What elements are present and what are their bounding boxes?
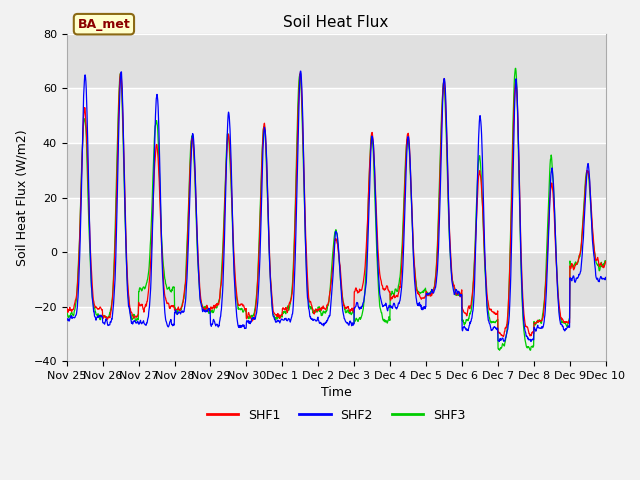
Bar <box>67 198 605 252</box>
SHF2 <box>63 317 70 323</box>
SHF1 <box>490 311 498 317</box>
SHF2 <box>297 68 305 74</box>
SHF2 <box>183 281 191 287</box>
Line: SHF3: SHF3 <box>67 68 605 350</box>
Line: SHF2: SHF2 <box>67 71 605 341</box>
Title: Soil Heat Flux: Soil Heat Flux <box>284 15 389 30</box>
SHF1 <box>602 259 609 264</box>
Bar <box>67 88 605 143</box>
SHF3 <box>183 252 191 258</box>
Line: SHF1: SHF1 <box>67 72 605 336</box>
SHF3 <box>602 258 609 264</box>
Bar <box>67 307 605 361</box>
SHF2 <box>243 318 251 324</box>
SHF3 <box>420 289 428 295</box>
SHF3 <box>243 313 251 319</box>
SHF2 <box>490 324 498 330</box>
SHF1 <box>420 295 428 300</box>
SHF1 <box>183 263 191 269</box>
Text: BA_met: BA_met <box>77 18 131 31</box>
SHF3 <box>527 348 534 353</box>
SHF1 <box>538 317 546 323</box>
SHF2 <box>538 324 546 330</box>
SHF2 <box>420 304 428 310</box>
SHF1 <box>63 305 70 311</box>
SHF3 <box>512 65 520 71</box>
SHF3 <box>490 319 498 325</box>
SHF1 <box>243 316 251 322</box>
Legend: SHF1, SHF2, SHF3: SHF1, SHF2, SHF3 <box>202 404 470 427</box>
SHF2 <box>170 321 177 327</box>
SHF3 <box>63 308 70 314</box>
SHF2 <box>602 275 609 280</box>
SHF3 <box>538 315 546 321</box>
SHF1 <box>499 334 507 339</box>
SHF1 <box>170 302 177 308</box>
SHF1 <box>296 70 304 75</box>
X-axis label: Time: Time <box>321 386 351 399</box>
SHF3 <box>170 285 177 290</box>
Y-axis label: Soil Heat Flux (W/m2): Soil Heat Flux (W/m2) <box>15 129 28 266</box>
SHF2 <box>527 338 535 344</box>
